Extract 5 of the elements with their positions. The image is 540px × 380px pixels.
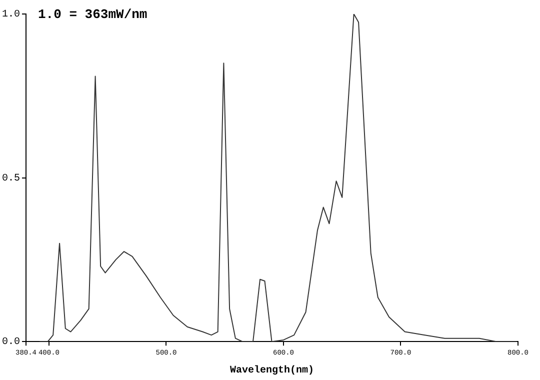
x-axis-title: Wavelength(nm) [230, 364, 314, 377]
y-tick-label: 0.5 [2, 173, 20, 184]
y-tick-label: 0.0 [2, 337, 20, 348]
annotation: 1.0 = 363mW/nm [38, 6, 148, 22]
y-tick-label: 1.0 [2, 10, 20, 21]
